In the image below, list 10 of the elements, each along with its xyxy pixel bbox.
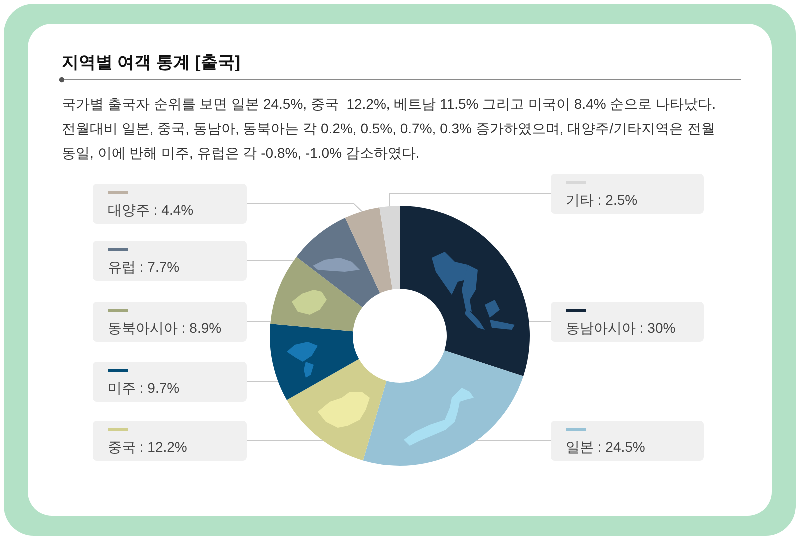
chart-subtitle: 국가별 출국자 순위를 보면 일본 24.5%, 중국 12.2%, 베트남 11.5% 그리고 미국이 8.4% 순으로 나타났다. 전월대비 일본, 중국, 동남아, 동북아는 각 0.2%, 0.5%, 0.7%, 0.3% 증가하였으며, 대양주/기타지역은 전월 동일, 이에 반해 미주, 유럽은 각 -0.8%, -1.0% 감소하였다. — [62, 96, 716, 161]
legend-label: 미주 : 9.7% — [108, 380, 180, 396]
chart-title: 지역별 여객 통계 [출국] — [62, 53, 240, 72]
legend-label: 동북아시아 : 8.9% — [108, 320, 222, 336]
legend-label: 유럽 : 7.7% — [108, 259, 180, 275]
legend-label: 동남아시아 : 30% — [566, 320, 676, 336]
legend-label: 일본 : 24.5% — [566, 439, 646, 455]
legend-label: 중국 : 12.2% — [108, 439, 188, 455]
legend-label: 기타 : 2.5% — [566, 192, 638, 208]
legend-label: 대양주 : 4.4% — [108, 202, 194, 218]
